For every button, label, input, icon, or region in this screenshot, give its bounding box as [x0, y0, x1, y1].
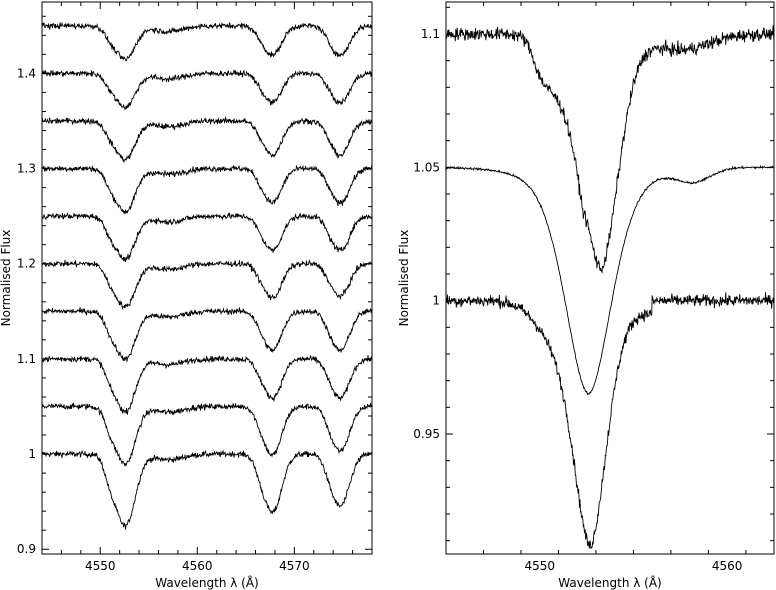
right-y-tick-label: 1	[432, 294, 440, 308]
left-x-tick-label: 4570	[279, 559, 310, 573]
left-y-axis-label: Normalised Flux	[0, 230, 13, 327]
right-x-axis-label: Wavelength λ (Å)	[558, 575, 662, 590]
left-spectrum-3	[41, 355, 373, 416]
right-spectrum-1	[445, 292, 775, 550]
left-spectrum-7	[41, 164, 373, 215]
right-y-axis-label: Normalised Flux	[397, 230, 411, 327]
right-spectrum-3	[445, 25, 775, 274]
left-y-tick-label: 0.9	[17, 542, 36, 556]
left-y-tick-label: 1.2	[17, 257, 36, 271]
right-panel: 4550 4560 0.95 1 1.05 1.1 Wavelength λ (Å) No…	[397, 1, 775, 590]
left-spectrum-4	[41, 307, 373, 362]
left-spectrum-1	[41, 449, 373, 530]
left-y-tick-label: 1.4	[17, 66, 36, 80]
left-x-tick-label: 4560	[182, 559, 213, 573]
left-spectrum-10	[41, 21, 373, 62]
left-y-tick-label: 1.1	[17, 352, 36, 366]
left-spectra-group	[41, 21, 373, 530]
left-spectrum-6	[41, 212, 373, 263]
left-y-tick-label: 1	[28, 447, 36, 461]
left-ticks-group: 4550 4560 4570 0.9 1 1.1 1.2 1.3 1.4	[17, 2, 373, 573]
right-ticks-group: 4550 4560 0.95 1 1.05 1.1	[413, 2, 774, 573]
left-spectrum-5	[41, 259, 373, 311]
left-spectrum-2	[41, 402, 373, 467]
right-spectra-group	[445, 25, 775, 550]
left-spectrum-9	[41, 69, 373, 111]
left-panel: 4550 4560 4570 0.9 1 1.1 1.2 1.3 1.4 Wavelength …	[0, 1, 373, 590]
right-y-tick-label: 1.1	[421, 27, 440, 41]
right-plot-frame	[445, 1, 775, 555]
right-spectrum-2	[445, 164, 775, 396]
left-x-tick-label: 4550	[85, 559, 116, 573]
left-y-tick-label: 1.3	[17, 162, 36, 176]
left-spectrum-8	[41, 116, 373, 164]
right-y-tick-label: 1.05	[413, 160, 440, 174]
right-x-tick-label: 4550	[524, 559, 555, 573]
left-x-axis-label: Wavelength λ (Å)	[155, 575, 259, 590]
right-y-tick-label: 0.95	[413, 427, 440, 441]
left-plot-frame	[41, 1, 373, 555]
right-x-tick-label: 4560	[712, 559, 743, 573]
